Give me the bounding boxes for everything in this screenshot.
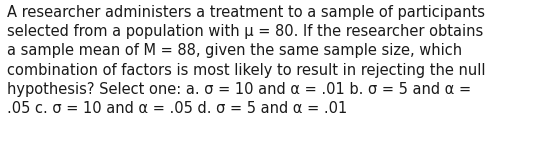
Text: A researcher administers a treatment to a sample of participants
selected from a: A researcher administers a treatment to … [7,5,486,116]
